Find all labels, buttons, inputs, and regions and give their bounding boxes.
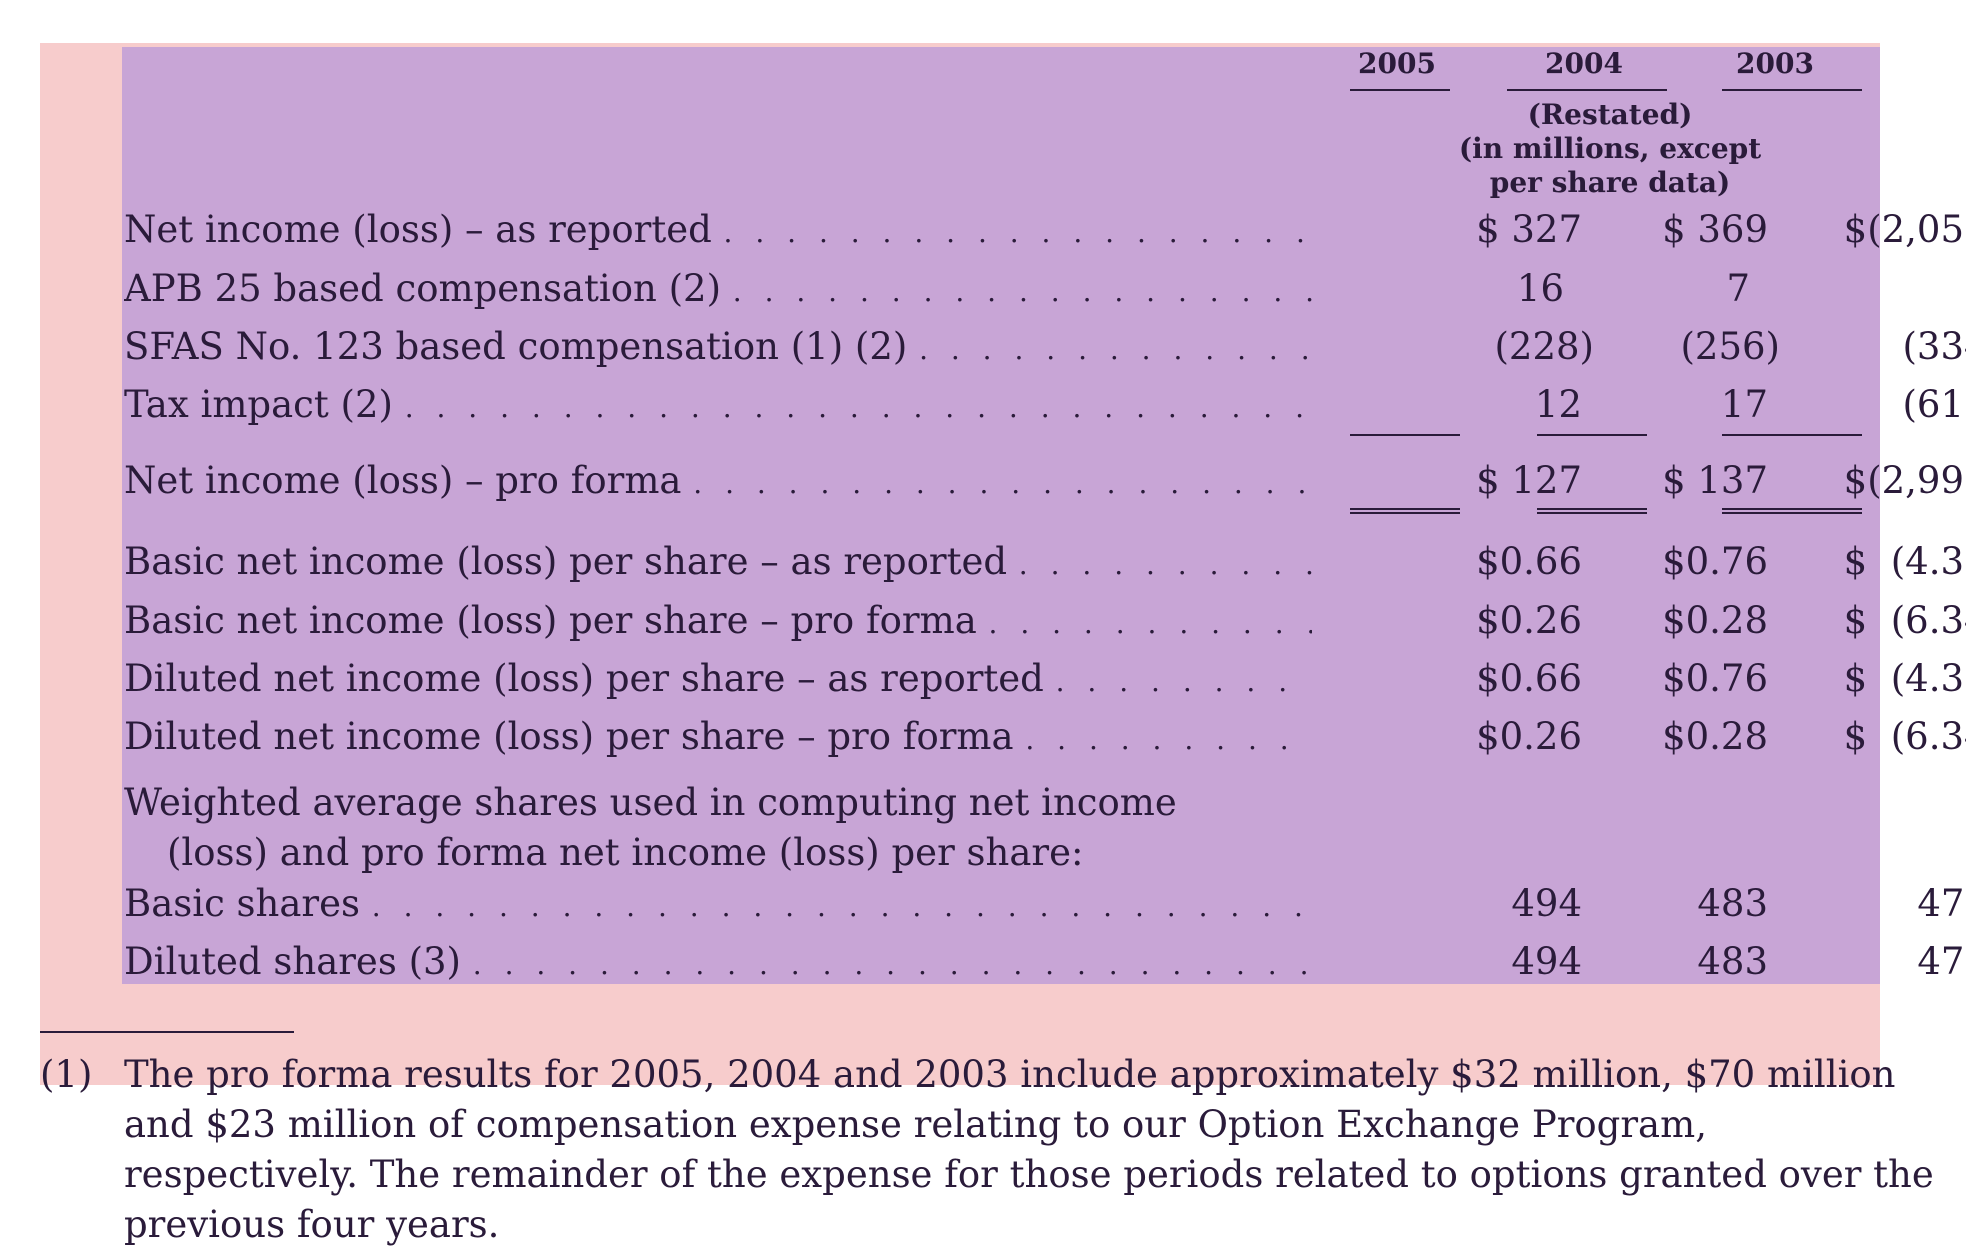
leader-dots: Basic net income (loss) per share – as r…: [1018, 548, 1312, 581]
subtotal-rule-2004: [1537, 434, 1647, 436]
leader-dots: Net income (loss) – pro forma . . . . . …: [693, 467, 1312, 500]
value-2004: $ 137: [1662, 459, 1768, 502]
value-2003: 473: [1917, 882, 1966, 925]
column-header-2004: 2004: [1545, 47, 1623, 80]
value-2005: (228): [1494, 325, 1595, 368]
leader-dots: Basic shares . . . . . . . . . . . . . .…: [371, 890, 1312, 923]
value-2004: 483: [1697, 940, 1768, 983]
value-2004: 483: [1697, 882, 1768, 925]
row-label: SFAS No. 123 based compensation (1) (2): [124, 325, 908, 368]
value-2004: 17: [1720, 383, 1768, 426]
value-2005: $0.66: [1476, 657, 1582, 700]
column-header-2005: 2005: [1358, 47, 1436, 80]
value-2005: $ 327: [1476, 208, 1582, 251]
value-2004: $ 369: [1662, 208, 1768, 251]
row-label: APB 25 based compensation (2): [124, 267, 722, 310]
value-2003: (613): [1902, 383, 1966, 426]
leader-dots: SFAS No. 123 based compensation (1) (2) …: [919, 333, 1312, 366]
value-2003: 473: [1917, 940, 1966, 983]
value-2005: $0.66: [1476, 540, 1582, 583]
total-double-rule-2005: [1350, 508, 1460, 514]
column-header-rule-2005: [1350, 89, 1450, 91]
row-label: Tax impact (2): [124, 383, 393, 426]
value-2005: $0.26: [1476, 599, 1582, 642]
value-2005: $ 127: [1476, 459, 1582, 502]
weighted-average-heading: Weighted average shares used in computin…: [124, 778, 1177, 878]
value-2003: $ (6.34): [1843, 715, 1966, 758]
row-label: Basic net income (loss) per share – as r…: [124, 540, 1008, 583]
value-2004: $0.76: [1662, 540, 1768, 583]
row-label: Diluted shares (3): [124, 940, 461, 983]
value-2003: $(2,999): [1843, 459, 1966, 502]
footnote-text: The pro forma results for 2005, 2004 and…: [124, 1053, 1934, 1246]
units-note-line1: (in millions, except: [1458, 132, 1762, 165]
leader-dots: APB 25 based compensation (2) . . . . . …: [732, 275, 1312, 308]
units-subheader: (Restated) (in millions, except per shar…: [1430, 98, 1790, 200]
leader-dots: Tax impact (2) . . . . . . . . . . . . .…: [404, 391, 1312, 424]
weighted-average-line2: (loss) and pro forma net income (loss) p…: [167, 831, 1084, 874]
leader-dots: Basic net income (loss) per share – pro …: [988, 607, 1312, 640]
weighted-average-line1: Weighted average shares used in computin…: [124, 781, 1177, 824]
column-header-rule-2003: [1722, 89, 1862, 91]
value-2004: $0.28: [1662, 715, 1768, 758]
row-label: Diluted net income (loss) per share – pr…: [124, 715, 1014, 758]
leader-dots: Diluted net income (loss) per share – pr…: [1025, 723, 1312, 756]
footnote-separator: [40, 1031, 294, 1033]
value-2003: 6: [1744, 265, 1966, 313]
value-2004: $0.76: [1662, 657, 1768, 700]
leader-dots: Net income (loss) – as reported . . . . …: [723, 216, 1312, 249]
value-2004: (256): [1680, 325, 1781, 368]
row-label: Basic shares: [124, 882, 361, 925]
total-double-rule-2004: [1537, 508, 1647, 514]
column-header-2003: 2003: [1736, 47, 1814, 80]
value-2003: $ (6.34): [1843, 599, 1966, 642]
restated-note: (Restated): [1527, 98, 1693, 131]
value-2005: 12: [1534, 383, 1582, 426]
value-2003: (334): [1902, 325, 1966, 368]
row-label: Diluted net income (loss) per share – as…: [124, 657, 1044, 700]
value-2004: $0.28: [1662, 599, 1768, 642]
value-2005: 16: [1516, 267, 1564, 310]
units-note-line2: per share data): [1489, 166, 1731, 199]
column-header-rule-2004: [1507, 89, 1667, 91]
table-highlight-region: [122, 47, 1880, 984]
leader-dots: Diluted net income (loss) per share – as…: [1055, 665, 1312, 698]
subtotal-rule-2003: [1722, 434, 1862, 436]
subtotal-rule-2005: [1350, 434, 1460, 436]
value-2005: $0.26: [1476, 715, 1582, 758]
row-label: Net income (loss) – as reported: [124, 208, 712, 251]
row-label: Net income (loss) – pro forma: [124, 459, 682, 502]
value-2005: 494: [1511, 940, 1582, 983]
value-2003: $ (4.35): [1843, 657, 1966, 700]
total-double-rule-2003: [1722, 508, 1862, 514]
value-2003: $ (4.35): [1843, 540, 1966, 583]
row-label: Basic net income (loss) per share – pro …: [124, 599, 977, 642]
value-2003: $(2,058): [1843, 208, 1966, 251]
leader-dots: Diluted shares (3) . . . . . . . . . . .…: [472, 948, 1312, 981]
value-2005: 494: [1511, 882, 1582, 925]
footnote-mark: (1): [40, 1053, 93, 1096]
value-2004: 7: [1726, 267, 1750, 310]
